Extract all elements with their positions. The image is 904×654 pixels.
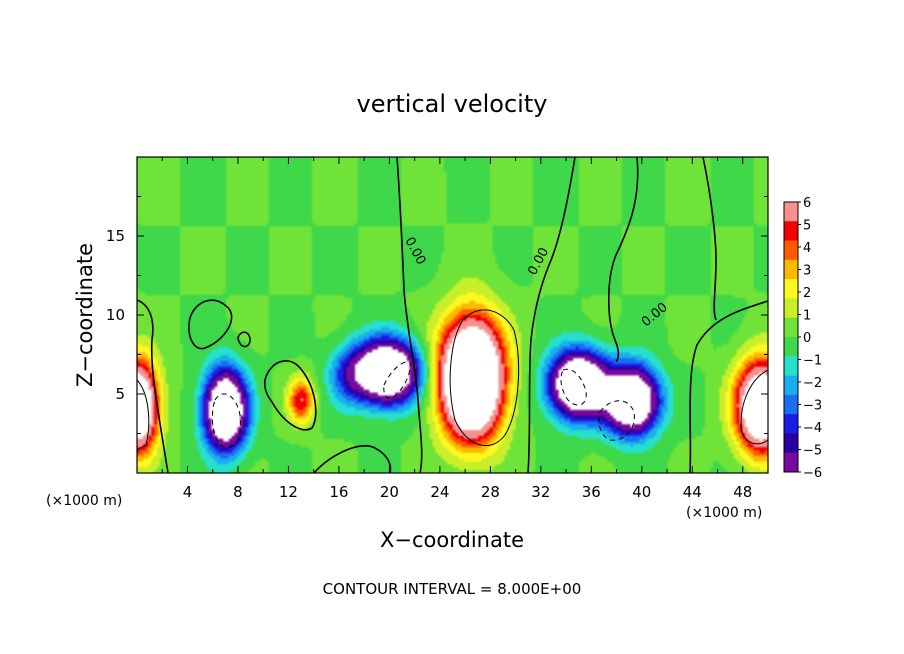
zero-contour: [527, 156, 576, 474]
zero-contour: [689, 300, 769, 474]
colorbar-swatch: [784, 202, 798, 222]
pos-contours: [136, 309, 769, 451]
colorbar-tick-label: 5: [803, 219, 811, 234]
x-tick-label: 4: [183, 483, 193, 501]
y-tick-label: 5: [115, 385, 125, 403]
y-ticks: [137, 196, 768, 434]
colorbar: [783, 201, 801, 473]
colorbar-tick-label: −2: [803, 376, 822, 391]
neg-contour: [598, 400, 635, 441]
colorbar-swatch: [784, 375, 798, 396]
x-tick-label: 16: [329, 483, 348, 501]
colorbar-tick-label: 1: [803, 309, 811, 324]
zero-contour: [188, 299, 233, 350]
x-tick-label: 32: [531, 483, 550, 501]
colorbar-tick-label: 0: [803, 331, 811, 346]
x-tick-label: 8: [233, 483, 243, 501]
colorbar-tick-label: −5: [803, 444, 822, 459]
x-tick-label: 48: [733, 483, 752, 501]
colorbar-swatch: [784, 394, 798, 415]
neg-contour: [211, 393, 242, 448]
y-tick-label: 10: [106, 306, 125, 324]
chart-title: vertical velocity: [357, 90, 548, 118]
velocity-field: [137, 157, 768, 473]
x-ticks: [161, 157, 744, 473]
colorbar-tick-label: 6: [803, 196, 811, 211]
colorbar-swatch: [784, 317, 798, 338]
x-tick-label: 28: [481, 483, 500, 501]
colorbar-swatch: [784, 452, 798, 473]
colorbar-labels: 6 5 4 3 2 1 0 −1 −2 −3 −4 −5 −6: [803, 196, 822, 481]
x-axis-label: X−coordinate: [380, 528, 524, 552]
colorbar-tick-label: −4: [803, 421, 822, 436]
plot-area: 0.00 0.00 0.00 4 8 12 16 20 24 28 32 36 40 44 48 51…: [106, 156, 769, 501]
colorbar-swatch: [784, 279, 798, 299]
zero-contour: [263, 360, 317, 431]
y-tick-label: 15: [106, 227, 125, 245]
neg-contours: [211, 361, 635, 448]
contour-interval-note: CONTOUR INTERVAL = 8.000E+00: [323, 580, 582, 598]
x-tick-label: 44: [683, 483, 702, 501]
colorbar-swatch: [784, 337, 798, 357]
neg-contour: [383, 361, 411, 399]
zero-contours: [136, 156, 769, 474]
y-axis-label: Z−coordinate: [73, 243, 97, 387]
colorbar-tick-label: −6: [803, 466, 822, 481]
zero-contour: [607, 156, 639, 363]
x-unit-right: (×1000 m): [686, 505, 762, 521]
colorbar-swatch: [784, 414, 798, 434]
zero-contour: [702, 156, 717, 321]
colorbar-tick-label: 2: [803, 286, 811, 301]
x-tick-label: 40: [632, 483, 651, 501]
colorbar-tick-label: 4: [803, 241, 811, 256]
colorbar-swatch: [784, 259, 798, 280]
colorbar-swatch: [784, 433, 798, 454]
colorbar-tick-label: −1: [803, 354, 822, 369]
neg-contour: [560, 368, 587, 406]
pos-contour: [449, 309, 520, 447]
y-tick-labels: 5 10 15: [106, 227, 125, 403]
colorbar-tick-label: 3: [803, 264, 811, 279]
x-tick-label: 20: [380, 483, 399, 501]
colorbar-tick-label: −3: [803, 399, 822, 414]
zero-contour: [396, 156, 423, 474]
x-tick-label: 12: [279, 483, 298, 501]
colorbar-swatch: [784, 356, 798, 376]
x-tick-labels: 4 8 12 16 20 24 28 32 36 40 44 48: [183, 483, 753, 501]
zero-contour: [136, 299, 169, 474]
x-tick-label: 24: [430, 483, 449, 501]
pos-contour: [136, 379, 150, 451]
pos-contour: [740, 369, 769, 445]
colorbar-swatch: [784, 240, 798, 261]
zero-contour: [313, 445, 392, 474]
x-unit-left: (×1000 m): [46, 493, 122, 509]
x-tick-label: 36: [582, 483, 601, 501]
colorbar-swatch: [784, 298, 798, 319]
zero-contour: [237, 331, 251, 348]
colorbar-swatch: [784, 221, 798, 241]
